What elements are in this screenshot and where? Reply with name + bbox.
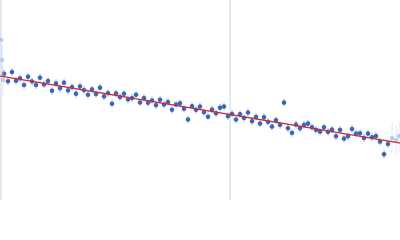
point (353, 131, 359, 136)
point (249, 118, 255, 124)
point (197, 104, 203, 109)
point (145, 100, 151, 106)
point (37, 75, 43, 80)
point (25, 74, 31, 79)
point (73, 91, 79, 96)
page: {"chart_data": {"type": "scatter", "xlim… (0, 0, 400, 200)
point (45, 78, 51, 84)
point (133, 92, 139, 98)
point (285, 125, 291, 131)
point (77, 84, 83, 89)
point (177, 100, 183, 106)
point (57, 85, 63, 91)
point (21, 82, 27, 88)
point (273, 117, 279, 123)
point (201, 109, 207, 115)
point (65, 88, 71, 93)
point (169, 107, 175, 113)
point (0, 57, 5, 63)
point (221, 104, 227, 109)
point (185, 117, 191, 122)
point (337, 127, 343, 133)
point (141, 95, 147, 101)
point (89, 87, 95, 92)
point (153, 102, 159, 108)
point (305, 121, 311, 126)
point (33, 82, 39, 88)
fit-line (0, 75, 400, 144)
point (121, 91, 127, 97)
point (389, 135, 395, 141)
point (0, 37, 4, 43)
point (341, 136, 347, 141)
point (209, 107, 215, 112)
point (49, 88, 55, 93)
point (373, 133, 379, 139)
point (61, 80, 67, 85)
point (5, 79, 11, 84)
point (97, 85, 103, 90)
point (137, 100, 143, 105)
point (0, 77, 6, 83)
point (225, 113, 231, 119)
point (321, 125, 327, 130)
point (257, 121, 263, 126)
point (85, 92, 91, 97)
point (349, 126, 355, 132)
point (269, 124, 275, 129)
point (301, 122, 307, 128)
point (365, 131, 371, 136)
point (9, 69, 15, 75)
point (217, 105, 223, 111)
point (113, 91, 119, 96)
point (157, 97, 163, 103)
point (261, 114, 267, 120)
point (281, 100, 287, 105)
point (1, 71, 7, 76)
point (333, 134, 339, 139)
point (101, 94, 107, 99)
point (396, 133, 400, 139)
point (393, 137, 399, 143)
point (165, 99, 171, 105)
point (245, 110, 251, 115)
point (357, 131, 363, 136)
point (109, 101, 115, 107)
point (233, 117, 239, 122)
point (205, 114, 211, 120)
point (13, 78, 19, 83)
point (385, 141, 391, 147)
point (345, 134, 351, 139)
point (289, 130, 295, 136)
chart (0, 0, 400, 200)
point (329, 127, 335, 132)
point (381, 152, 387, 157)
